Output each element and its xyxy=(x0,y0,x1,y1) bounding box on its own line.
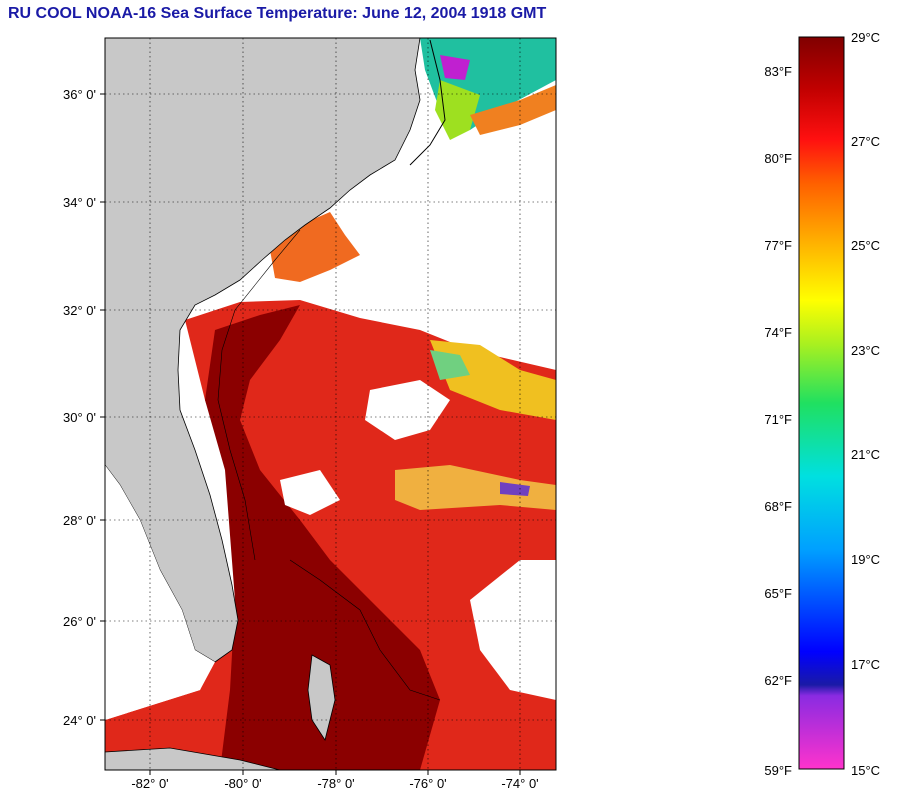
page-title: RU COOL NOAA-16 Sea Surface Temperature:… xyxy=(8,5,547,22)
lat-label: 28° 0' xyxy=(63,513,96,528)
colorbar-f-label: 80°F xyxy=(764,151,792,166)
lon-label: -82° 0' xyxy=(131,776,168,791)
colorbar-f-label: 77°F xyxy=(764,238,792,253)
cloud-patch xyxy=(365,380,450,440)
cloud-patch xyxy=(470,560,556,700)
lat-label: 26° 0' xyxy=(63,614,96,629)
eddy-south-patch xyxy=(395,465,556,510)
gulf-stream-region xyxy=(205,305,440,770)
lat-ticks xyxy=(100,93,105,721)
colorbar-f-label: 74°F xyxy=(764,325,792,340)
lon-label: -76° 0' xyxy=(409,776,446,791)
eddy-green-patch xyxy=(430,350,470,380)
isobath-contour xyxy=(289,559,441,701)
lon-label: -74° 0' xyxy=(501,776,538,791)
northern-orange-patch xyxy=(470,85,556,135)
gulf-cloud xyxy=(105,465,215,720)
bahamas-island xyxy=(307,654,336,741)
outer-banks xyxy=(409,39,446,166)
lon-label: -80° 0' xyxy=(224,776,261,791)
lat-label: 30° 0' xyxy=(63,410,96,425)
colorbar-f-label: 68°F xyxy=(764,499,792,514)
colorbar-f-label: 59°F xyxy=(764,763,792,778)
lon-ticks xyxy=(149,770,521,775)
map-area xyxy=(105,38,556,770)
grid-lines xyxy=(105,38,556,770)
northern-green-patch xyxy=(435,80,480,140)
colorbar-c-label: 17°C xyxy=(851,657,880,672)
map-frame xyxy=(104,37,557,771)
colorbar-f-label: 71°F xyxy=(764,412,792,427)
lat-label: 32° 0' xyxy=(63,303,96,318)
colorbar-c-label: 23°C xyxy=(851,343,880,358)
lon-label: -78° 0' xyxy=(317,776,354,791)
lat-label: 34° 0' xyxy=(63,195,96,210)
colorbar-c-label: 21°C xyxy=(851,447,880,462)
colorbar-c-label: 25°C xyxy=(851,238,880,253)
colorbar-c-label: 19°C xyxy=(851,552,880,567)
eddy-purple-patch xyxy=(500,482,530,496)
colorbar-f-label: 65°F xyxy=(764,586,792,601)
colorbar xyxy=(798,36,845,770)
isobath-contour xyxy=(217,229,301,561)
colorbar-c-label: 27°C xyxy=(851,134,880,149)
colorbar-c-label: 15°C xyxy=(851,763,880,778)
shelf-orange-region xyxy=(270,212,360,282)
colorbar-f-label: 83°F xyxy=(764,64,792,79)
lat-label: 36° 0' xyxy=(63,87,96,102)
lat-label: 24° 0' xyxy=(63,713,96,728)
cloud-patch xyxy=(280,470,340,515)
colorbar-f-label: 62°F xyxy=(764,673,792,688)
northern-magenta-patch xyxy=(440,55,470,80)
colorbar-c-label: 29°C xyxy=(851,30,880,45)
cuba-land xyxy=(105,747,281,770)
